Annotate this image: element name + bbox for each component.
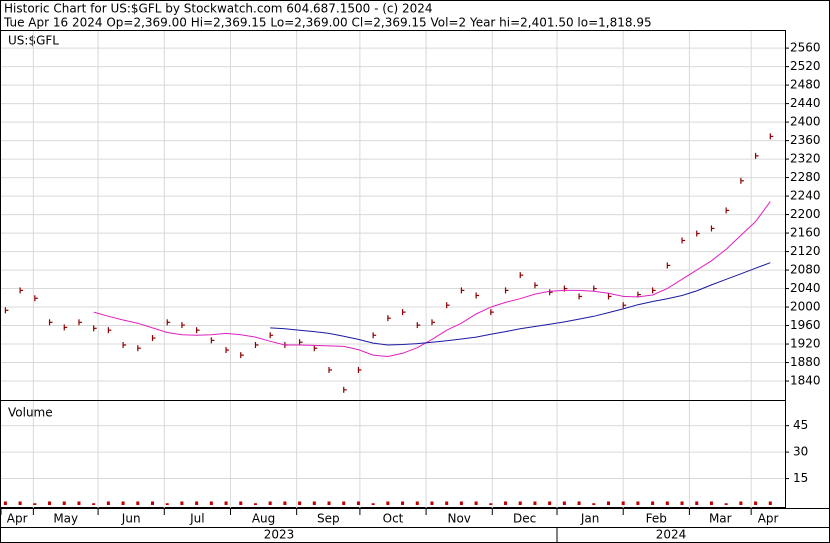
volume-bar (606, 501, 610, 505)
volume-bar (92, 503, 96, 505)
moving-average (93, 201, 771, 358)
volume-bar (548, 501, 552, 505)
y-tick-label: 2040 (790, 281, 821, 295)
y-tick-label: 2280 (790, 170, 821, 184)
volume-bar (195, 501, 199, 505)
volume-bar (636, 501, 640, 505)
y-tick-label: 2400 (790, 115, 821, 129)
volume-bar (327, 501, 331, 505)
volume-bar (18, 501, 22, 505)
volume-bar (724, 503, 728, 505)
volume-bar (592, 503, 596, 505)
volume-bar (533, 501, 537, 505)
x-tick-label: Nov (447, 512, 470, 526)
y-tick-label: 2320 (790, 152, 821, 166)
x-tick-label: Jul (189, 512, 204, 526)
y-tick-label: 1960 (790, 318, 821, 332)
volume-bar (518, 501, 522, 505)
volume-bar (621, 501, 625, 505)
volume-bar (680, 501, 684, 505)
volume-bar (283, 501, 287, 505)
volume-bar (62, 501, 66, 505)
volume-bar (401, 501, 405, 505)
volume-bar (739, 501, 743, 505)
volume-bar (165, 503, 169, 505)
y-tick-label: 1920 (790, 337, 821, 351)
y-tick-label: 15 (793, 471, 808, 485)
y-tick-label: 2000 (790, 300, 821, 314)
x-tick-label: Oct (383, 512, 404, 526)
volume-bar (77, 501, 81, 505)
volume-bar (239, 501, 243, 505)
volume-label: Volume (8, 406, 53, 420)
x-tick-label: Mar (709, 512, 732, 526)
volume-bar (386, 501, 390, 505)
volume-bar (180, 501, 184, 505)
y-tick-label: 2200 (790, 207, 821, 221)
volume-panel (0, 400, 786, 508)
volume-bar (474, 501, 478, 505)
volume-bar (445, 501, 449, 505)
y-tick-label: 2240 (790, 189, 821, 203)
volume-bar (371, 503, 375, 505)
volume-bar (430, 501, 434, 505)
x-tick-label: Aug (252, 512, 275, 526)
x-tick-label: Apr (758, 512, 779, 526)
y-tick-label: 45 (793, 418, 808, 432)
volume-bar (562, 501, 566, 505)
volume-bar (151, 501, 155, 505)
x-tick-label: Apr (7, 512, 28, 526)
y-tick-label: 2120 (790, 244, 821, 258)
volume-bar (415, 501, 419, 505)
x-tick-label: Dec (513, 512, 536, 526)
volume-bar (48, 501, 52, 505)
y-tick-label: 2160 (790, 226, 821, 240)
x-tick-label: Feb (646, 512, 667, 526)
x-tick-label: Jan (580, 512, 600, 526)
volume-bar (253, 503, 257, 505)
volume-bar (3, 501, 7, 505)
y-tick-label: 2440 (790, 96, 821, 110)
y-tick-label: 2560 (790, 41, 821, 55)
y-tick-label: 1880 (790, 355, 821, 369)
volume-bar (106, 501, 110, 505)
y-tick-label: 2360 (790, 133, 821, 147)
x-tick-label: May (53, 512, 78, 526)
volume-bar (577, 501, 581, 505)
x-tick-label: Jun (121, 512, 141, 526)
volume-bar (489, 503, 493, 505)
moving-average (270, 262, 771, 346)
volume-bar (342, 501, 346, 505)
volume-bar (209, 501, 213, 505)
y-tick-label: 1840 (790, 374, 821, 388)
volume-bar (504, 501, 508, 505)
volume-bar (459, 501, 463, 505)
y-tick-label: 2080 (790, 263, 821, 277)
chart-subtitle: Tue Apr 16 2024 Op=2,369.00 Hi=2,369.15 … (3, 16, 652, 30)
volume-bar (312, 501, 316, 505)
y-tick-label: 30 (793, 445, 808, 459)
volume-bar (121, 501, 125, 505)
chart-title: Historic Chart for US:$GFL by Stockwatch… (4, 2, 433, 16)
volume-bar (356, 501, 360, 505)
volume-bar (33, 503, 37, 505)
year-label: 2023 (264, 528, 295, 542)
volume-bar (136, 501, 140, 505)
volume-bar (695, 501, 699, 505)
volume-bar (651, 501, 655, 505)
volume-bar (224, 501, 228, 505)
x-tick-label: Sep (317, 512, 340, 526)
volume-bar (298, 501, 302, 505)
y-tick-label: 2520 (790, 59, 821, 73)
y-tick-label: 2480 (790, 78, 821, 92)
volume-bar (709, 501, 713, 505)
volume-bar (665, 501, 669, 505)
volume-bar (768, 501, 772, 505)
year-label: 2024 (656, 528, 687, 542)
volume-bar (754, 501, 758, 505)
volume-bar (268, 501, 272, 505)
